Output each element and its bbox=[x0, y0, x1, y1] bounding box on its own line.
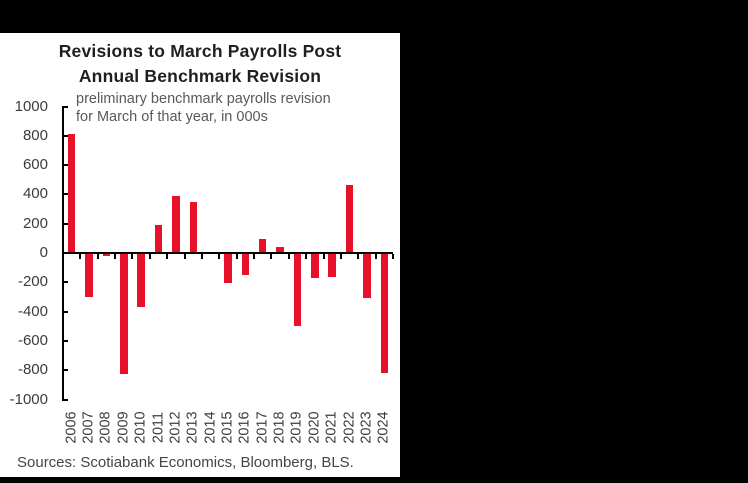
x-tick bbox=[270, 254, 273, 259]
x-tick bbox=[79, 254, 82, 259]
bar-2017 bbox=[258, 239, 267, 253]
bar-2012 bbox=[172, 196, 180, 253]
x-tick-label-2022: 2022 bbox=[341, 411, 358, 444]
y-tick-label: 800 bbox=[22, 126, 48, 144]
y-tick-label: 200 bbox=[22, 214, 48, 232]
y-tick-label: 600 bbox=[22, 156, 48, 174]
bar-2013 bbox=[189, 202, 197, 253]
y-tick bbox=[63, 134, 68, 137]
y-tick bbox=[63, 310, 68, 313]
x-tick bbox=[392, 254, 394, 259]
x-tick-label-2014: 2014 bbox=[202, 411, 219, 444]
y-tick-label: -1000 bbox=[9, 390, 48, 408]
x-tick bbox=[114, 254, 117, 259]
x-tick bbox=[339, 254, 342, 259]
y-tick-label: -400 bbox=[17, 302, 48, 320]
chart-subtitle: preliminary benchmark payrolls revision … bbox=[76, 91, 331, 126]
x-tick bbox=[253, 254, 256, 259]
bar-2010 bbox=[137, 253, 145, 307]
x-tick bbox=[200, 254, 203, 259]
x-tick-label-2010: 2010 bbox=[132, 411, 149, 444]
x-tick-label-2018: 2018 bbox=[271, 411, 288, 444]
x-tick-label-2012: 2012 bbox=[167, 411, 184, 444]
x-tick bbox=[305, 254, 308, 259]
x-tick-label-2009: 2009 bbox=[115, 411, 132, 444]
bar-2020 bbox=[311, 253, 319, 279]
bar-2021 bbox=[328, 253, 336, 277]
chart-subtitle-line1: preliminary benchmark payrolls revision bbox=[76, 91, 331, 107]
bar-2023 bbox=[363, 253, 371, 298]
bar-2009 bbox=[120, 253, 128, 374]
y-tick-label: -800 bbox=[17, 361, 48, 379]
x-tick-label-2017: 2017 bbox=[254, 411, 271, 444]
x-tick-label-2015: 2015 bbox=[219, 411, 236, 444]
x-tick-label-2011: 2011 bbox=[150, 411, 167, 444]
x-tick bbox=[235, 254, 238, 259]
bar-2018 bbox=[276, 246, 284, 253]
x-tick-label-2021: 2021 bbox=[323, 411, 340, 444]
bar-2015 bbox=[224, 253, 232, 284]
x-tick bbox=[96, 254, 99, 259]
y-tick bbox=[63, 193, 68, 196]
x-axis-line bbox=[62, 252, 393, 254]
y-tick bbox=[63, 105, 68, 108]
plot-area: 1000 800 600 400 200 0 -200 -400 -600 -800 -1000 20… bbox=[0, 33, 400, 477]
chart-title-line2: Annual Benchmark Revision bbox=[78, 66, 322, 86]
x-tick-label-2023: 2023 bbox=[358, 411, 375, 444]
x-tick-label-2006: 2006 bbox=[63, 411, 80, 444]
y-tick bbox=[63, 252, 68, 254]
y-tick-label: -200 bbox=[17, 273, 48, 291]
x-tick-label-2024: 2024 bbox=[375, 411, 392, 444]
y-tick bbox=[63, 281, 68, 284]
bar-2024 bbox=[380, 253, 389, 373]
y-tick-label: -600 bbox=[17, 331, 48, 349]
x-tick-label-2008: 2008 bbox=[97, 411, 114, 444]
chart-card: Revisions to March Payrolls Post Annual … bbox=[0, 33, 400, 477]
bar-2011 bbox=[154, 224, 163, 253]
x-tick-label-2020: 2020 bbox=[306, 411, 323, 444]
y-tick-label: 1000 bbox=[14, 97, 48, 115]
x-tick-label-2019: 2019 bbox=[288, 411, 305, 444]
x-tick bbox=[148, 254, 151, 259]
bar-2006 bbox=[67, 134, 76, 253]
x-tick bbox=[131, 254, 134, 259]
x-tick-label-2016: 2016 bbox=[236, 411, 253, 444]
y-tick bbox=[63, 398, 68, 401]
bar-2019 bbox=[293, 253, 302, 327]
bar-2022 bbox=[345, 185, 354, 253]
x-tick bbox=[287, 254, 290, 259]
y-tick bbox=[63, 369, 68, 372]
x-tick bbox=[62, 254, 64, 259]
x-tick bbox=[357, 254, 360, 259]
y-tick bbox=[63, 222, 68, 225]
x-tick bbox=[374, 254, 377, 259]
x-tick-label-2013: 2013 bbox=[184, 411, 201, 444]
x-tick bbox=[322, 254, 325, 259]
y-tick-label: 400 bbox=[22, 185, 48, 203]
x-tick bbox=[166, 254, 169, 259]
x-tick bbox=[183, 254, 186, 259]
source-note: Sources: Scotiabank Economics, Bloomberg… bbox=[17, 454, 354, 471]
bar-2016 bbox=[241, 253, 250, 275]
x-tick-label-2007: 2007 bbox=[80, 411, 97, 444]
y-tick bbox=[63, 339, 68, 342]
y-tick bbox=[63, 164, 68, 167]
chart-title-line1: Revisions to March Payrolls Post bbox=[58, 41, 342, 61]
y-tick-label: 0 bbox=[39, 244, 48, 261]
chart-title: Revisions to March Payrolls Post Annual … bbox=[0, 39, 400, 89]
bar-2007 bbox=[85, 253, 93, 297]
bar-2008 bbox=[102, 253, 111, 257]
chart-subtitle-line2: for March of that year, in 000s bbox=[76, 108, 268, 125]
x-tick bbox=[218, 254, 221, 259]
